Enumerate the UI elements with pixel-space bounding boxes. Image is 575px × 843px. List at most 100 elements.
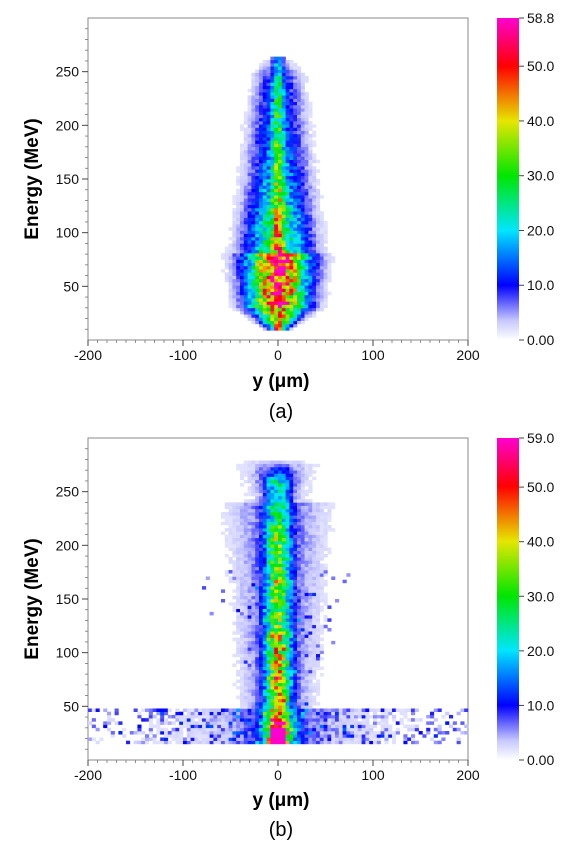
heatmap-cell [243, 114, 248, 119]
heatmap-cell [247, 595, 252, 600]
heatmap-cell [316, 505, 321, 510]
heatmap-cell [262, 117, 267, 122]
heatmap-cell [262, 502, 267, 506]
heatmap-cell [281, 285, 286, 289]
heatmap-cell [319, 240, 324, 244]
heatmap-cell [262, 505, 267, 510]
heatmap-cell [240, 702, 245, 706]
heatmap-cell [251, 201, 256, 206]
heatmap-cell [289, 211, 294, 215]
heatmap-cell [285, 740, 290, 745]
heatmap-cell [384, 740, 389, 745]
heatmap-cell [319, 557, 324, 561]
heatmap-cell [266, 314, 271, 318]
heatmap-cell [289, 59, 294, 64]
heatmap-cell [331, 737, 336, 741]
heatmap-cell [255, 169, 260, 173]
heatmap-cell [262, 524, 267, 529]
heatmap-cell [281, 188, 286, 193]
heatmap-cell [243, 492, 248, 497]
heatmap-cell [289, 272, 294, 276]
heatmap-cell [312, 211, 317, 215]
heatmap-cell [312, 528, 317, 532]
heatmap-cell [327, 708, 332, 712]
heatmap-cell [323, 253, 328, 257]
heatmap-cell [259, 560, 264, 564]
heatmap-cell [357, 740, 362, 745]
heatmap-cell [319, 605, 324, 609]
heatmap-cell [266, 204, 271, 209]
heatmap-cell [236, 708, 241, 712]
heatmap-cell [304, 150, 309, 154]
heatmap-cell [297, 573, 302, 577]
heatmap-cell [323, 285, 328, 289]
y-tick-label: 200 [56, 537, 80, 553]
heatmap-cell [103, 708, 108, 712]
heatmap-cell [281, 95, 286, 99]
heatmap-cell [289, 230, 294, 235]
heatmap-cell [300, 265, 305, 270]
heatmap-cell [262, 579, 267, 584]
heatmap-cell [304, 117, 309, 122]
heatmap-cell [255, 82, 260, 86]
heatmap-cell [278, 718, 283, 722]
heatmap-cell [281, 311, 286, 315]
heatmap-cell [259, 505, 264, 510]
heatmap-cell [145, 718, 150, 722]
heatmap-cell [316, 294, 321, 299]
heatmap-cell [236, 166, 241, 170]
heatmap-cell [289, 528, 294, 532]
heatmap-cell [281, 740, 286, 745]
heatmap-cell [285, 288, 290, 292]
heatmap-cell [259, 185, 264, 189]
heatmap-cell [221, 589, 226, 593]
heatmap-cell [278, 79, 283, 83]
heatmap-cell [289, 512, 294, 516]
heatmap-cell [255, 473, 260, 477]
heatmap-cell [308, 175, 313, 180]
heatmap-cell [278, 230, 283, 235]
heatmap-cell [335, 714, 340, 719]
heatmap-cell [384, 718, 389, 722]
heatmap-cell [297, 294, 302, 299]
heatmap-cell [240, 307, 245, 312]
heatmap-cell [232, 220, 237, 225]
heatmap-cell [259, 663, 264, 667]
heatmap-cell [304, 214, 309, 218]
heatmap-cell [342, 727, 347, 732]
heatmap-cell [259, 502, 264, 506]
heatmap-cell [319, 269, 324, 273]
heatmap-cell [259, 207, 264, 212]
heatmap-cell [266, 676, 271, 680]
heatmap-cell [236, 243, 241, 247]
heatmap-cell [323, 595, 328, 600]
heatmap-cell [274, 230, 279, 235]
heatmap-cell [312, 185, 317, 189]
heatmap-cell [262, 204, 267, 209]
heatmap-cell [297, 698, 302, 703]
heatmap-cell [335, 740, 340, 745]
heatmap-cell [316, 256, 321, 260]
heatmap-cell [259, 740, 264, 745]
heatmap-cell [297, 724, 302, 729]
heatmap-cell [247, 185, 252, 189]
colorbar-tick-label: 20.0 [527, 222, 554, 238]
heatmap-cell [418, 731, 423, 735]
heatmap-cell [232, 304, 237, 309]
heatmap-cell [232, 521, 237, 526]
heatmap-cell [308, 637, 313, 642]
heatmap-cell [281, 159, 286, 164]
heatmap-cell [338, 740, 343, 745]
heatmap-cell [259, 673, 264, 677]
heatmap-cell [312, 727, 317, 732]
heatmap-cell [274, 175, 279, 180]
heatmap-cell [240, 518, 245, 523]
heatmap-cell [247, 166, 252, 170]
heatmap-cell [247, 621, 252, 626]
heatmap-cell [228, 502, 233, 506]
heatmap-cell [270, 98, 275, 103]
heatmap-cell [259, 518, 264, 523]
heatmap-cell [262, 463, 267, 468]
heatmap-cell [285, 243, 290, 247]
heatmap-cell [281, 528, 286, 532]
